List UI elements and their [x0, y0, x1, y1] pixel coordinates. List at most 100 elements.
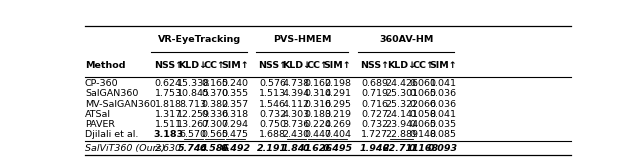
Text: Djilali et al.: Djilali et al.: [85, 130, 138, 139]
Text: VR-EyeTracking: VR-EyeTracking: [157, 35, 241, 44]
Text: 0.183: 0.183: [304, 110, 331, 119]
Text: 0.318: 0.318: [221, 110, 249, 119]
Text: 5.744: 5.744: [178, 144, 208, 153]
Text: NSS↑: NSS↑: [258, 61, 287, 70]
Text: 0.314: 0.314: [304, 90, 331, 98]
Text: 0.336: 0.336: [202, 110, 228, 119]
Text: 4.112: 4.112: [283, 100, 310, 109]
Text: 0.093: 0.093: [428, 144, 458, 153]
Text: 0.355: 0.355: [221, 90, 249, 98]
Text: 25.322: 25.322: [385, 100, 418, 109]
Text: 0.565: 0.565: [202, 130, 228, 139]
Text: 0.295: 0.295: [324, 100, 351, 109]
Text: 12.259: 12.259: [177, 110, 209, 119]
Text: 0.198: 0.198: [324, 79, 351, 88]
Text: 0.224: 0.224: [304, 120, 331, 129]
Text: KLD↓: KLD↓: [282, 61, 311, 70]
Text: 0.065: 0.065: [410, 90, 436, 98]
Text: 1.546: 1.546: [259, 100, 286, 109]
Text: 1.317: 1.317: [155, 110, 182, 119]
Text: NSS↑: NSS↑: [154, 61, 183, 70]
Text: SIM↑: SIM↑: [221, 61, 249, 70]
Text: 0.061: 0.061: [410, 79, 436, 88]
Text: 0.492: 0.492: [220, 144, 250, 153]
Text: 0.148: 0.148: [410, 130, 436, 139]
Text: 0.085: 0.085: [429, 130, 456, 139]
Text: Method: Method: [85, 61, 125, 70]
Text: 4.303: 4.303: [283, 110, 310, 119]
Text: NSS↑: NSS↑: [360, 61, 389, 70]
Text: 23.944: 23.944: [385, 120, 418, 129]
Text: 10.845: 10.845: [177, 90, 209, 98]
Text: 0.041: 0.041: [429, 110, 456, 119]
Text: 0.750: 0.750: [259, 120, 286, 129]
Text: MV-SalGAN360: MV-SalGAN360: [85, 100, 156, 109]
Text: SalGAN360: SalGAN360: [85, 90, 138, 98]
Text: 1.753: 1.753: [155, 90, 182, 98]
Text: ATSal: ATSal: [85, 110, 111, 119]
Text: 0.041: 0.041: [429, 79, 456, 88]
Text: 0.732: 0.732: [259, 110, 286, 119]
Text: 8.713: 8.713: [180, 100, 207, 109]
Text: 15.338: 15.338: [177, 79, 210, 88]
Text: 2.430: 2.430: [283, 130, 310, 139]
Text: 0.036: 0.036: [429, 100, 456, 109]
Text: 0.066: 0.066: [410, 100, 436, 109]
Text: CC↑: CC↑: [307, 61, 328, 70]
Text: 0.624: 0.624: [155, 79, 182, 88]
Text: PVS-HMEM: PVS-HMEM: [273, 35, 332, 44]
Text: 0.382: 0.382: [202, 100, 228, 109]
Text: KLD↓: KLD↓: [387, 61, 416, 70]
Text: 1.841: 1.841: [281, 144, 311, 153]
Text: 0.475: 0.475: [221, 130, 249, 139]
Text: 0.727: 0.727: [361, 110, 388, 119]
Text: 6.570: 6.570: [180, 130, 207, 139]
Text: 13.267: 13.267: [177, 120, 210, 129]
Text: 0.165: 0.165: [202, 79, 228, 88]
Text: 1.513: 1.513: [259, 90, 286, 98]
Text: 2.191: 2.191: [257, 144, 287, 153]
Text: 0.495: 0.495: [323, 144, 353, 153]
Text: 1.727: 1.727: [361, 130, 388, 139]
Text: 0.240: 0.240: [221, 79, 249, 88]
Text: 0.370: 0.370: [202, 90, 228, 98]
Text: 3.183: 3.183: [153, 130, 183, 139]
Text: 0.291: 0.291: [324, 90, 351, 98]
Text: PAVER: PAVER: [85, 120, 115, 129]
Text: SIM↑: SIM↑: [429, 61, 457, 70]
Text: 0.065: 0.065: [410, 120, 436, 129]
Text: 3.736: 3.736: [283, 120, 310, 129]
Text: 0.404: 0.404: [324, 130, 351, 139]
Text: 0.269: 0.269: [324, 120, 351, 129]
Text: 25.301: 25.301: [385, 90, 418, 98]
Text: 24.141: 24.141: [385, 110, 418, 119]
Text: 0.576: 0.576: [259, 79, 286, 88]
Text: 1.511: 1.511: [155, 120, 182, 129]
Text: 0.168: 0.168: [408, 144, 438, 153]
Text: 360AV-HM: 360AV-HM: [379, 35, 433, 44]
Text: SIM↑: SIM↑: [324, 61, 351, 70]
Text: 22.711: 22.711: [383, 144, 420, 153]
Text: 0.219: 0.219: [324, 110, 351, 119]
Text: CC↑: CC↑: [204, 61, 226, 70]
Text: 0.162: 0.162: [304, 79, 331, 88]
Text: SalViT360 (Ours): SalViT360 (Ours): [85, 144, 165, 153]
Text: 22.889: 22.889: [385, 130, 418, 139]
Text: KLD↓: KLD↓: [179, 61, 207, 70]
Text: 1.946: 1.946: [360, 144, 390, 153]
Text: 0.316: 0.316: [304, 100, 331, 109]
Text: 0.719: 0.719: [361, 90, 388, 98]
Text: 4.738: 4.738: [283, 79, 310, 88]
Text: CC↑: CC↑: [412, 61, 434, 70]
Text: 0.716: 0.716: [361, 100, 388, 109]
Text: 0.035: 0.035: [429, 120, 456, 129]
Text: 0.447: 0.447: [304, 130, 331, 139]
Text: CP-360: CP-360: [85, 79, 118, 88]
Text: 0.058: 0.058: [410, 110, 436, 119]
Text: 4.394: 4.394: [283, 90, 310, 98]
Text: 1.818: 1.818: [155, 100, 182, 109]
Text: 0.586: 0.586: [200, 144, 230, 153]
Text: 0.689: 0.689: [361, 79, 388, 88]
Text: 0.732: 0.732: [361, 120, 388, 129]
Text: 0.626: 0.626: [303, 144, 333, 153]
